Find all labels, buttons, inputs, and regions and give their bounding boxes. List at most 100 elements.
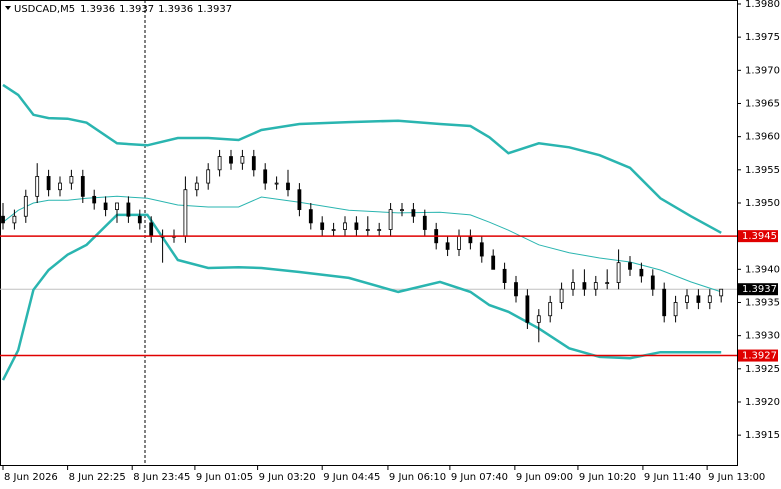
- y-tick-label: 1.3950: [745, 198, 780, 209]
- header-price: 1.3937: [119, 4, 154, 15]
- candle-body: [422, 215, 427, 230]
- candle-body: [331, 229, 336, 231]
- level-label-box: [738, 349, 778, 362]
- x-tick-label: 9 Jun 06:10: [389, 472, 446, 483]
- y-tick-label: 1.3925: [745, 364, 780, 375]
- candle-body: [217, 156, 222, 171]
- candle-body: [548, 302, 553, 317]
- candle-body: [491, 255, 496, 270]
- x-tick-label: 9 Jun 07:40: [451, 472, 508, 483]
- candle-body: [525, 295, 530, 323]
- x-tick-label: 9 Jun 03:20: [259, 472, 316, 483]
- candle-body: [206, 169, 211, 184]
- candle-body: [92, 195, 97, 204]
- header: USDCAD,M5 1.3936 1.3937 1.3936 1.3937: [14, 4, 232, 15]
- candle-body: [468, 235, 473, 244]
- current-price-label: 1.3937: [742, 284, 777, 295]
- candle-body: [559, 288, 564, 303]
- candle-body: [115, 202, 119, 211]
- candle-body: [616, 262, 621, 283]
- band-line: [2, 195, 722, 293]
- y-tick-label: 1.3920: [745, 397, 780, 408]
- candle-body: [1, 215, 5, 224]
- x-tick-label: 9 Jun 09:00: [516, 472, 573, 483]
- candle-body: [69, 176, 74, 184]
- x-tick-label: 9 Jun 01:05: [196, 472, 253, 483]
- level-label: 1.3945: [742, 231, 777, 242]
- x-tick-label: 9 Jun 10:20: [579, 472, 636, 483]
- plot-frame: [0, 0, 738, 466]
- candle-body: [286, 182, 290, 191]
- candle-body: [251, 156, 256, 171]
- candle-body: [502, 268, 507, 283]
- y-tick-label: 1.3935: [745, 297, 780, 308]
- y-tick-label: 1.3970: [745, 65, 780, 76]
- candle-body: [365, 229, 370, 231]
- candle-body: [707, 295, 712, 303]
- candle-body: [673, 302, 678, 317]
- candle-body: [46, 176, 51, 191]
- candle-body: [650, 275, 655, 290]
- y-tick-label: 1.3930: [745, 331, 780, 342]
- candle-body: [639, 268, 644, 277]
- candle-body: [274, 182, 279, 185]
- y-tick-label: 1.3940: [745, 264, 780, 275]
- x-tick-label: 9 Jun 04:45: [323, 472, 380, 483]
- y-tick-label: 1.3955: [745, 165, 780, 176]
- candle-body: [35, 176, 40, 197]
- candle-body: [297, 189, 302, 211]
- candle-body: [23, 195, 28, 217]
- candle-body: [183, 189, 188, 237]
- x-tick-label: 9 Jun 11:40: [644, 472, 701, 483]
- candle-body: [377, 229, 382, 231]
- candle-body: [605, 282, 610, 284]
- candle-body: [240, 156, 245, 164]
- candle-body: [194, 182, 199, 191]
- candle-body: [137, 215, 142, 224]
- candle-body: [80, 176, 85, 197]
- symbol: USDCAD,M5: [14, 4, 75, 15]
- symbol-arrow: [5, 6, 11, 10]
- candle-body: [126, 202, 131, 217]
- candle-body: [343, 222, 347, 230]
- candle-body: [354, 222, 359, 230]
- candle-body: [411, 209, 416, 217]
- candle-body: [445, 242, 450, 250]
- candle-body: [593, 282, 598, 290]
- header-price: 1.3936: [80, 4, 115, 15]
- y-tick-label: 1.3960: [745, 132, 780, 143]
- x-tick-label: 8 Jun 2026: [4, 472, 58, 483]
- candle-body: [400, 209, 404, 212]
- y-tick-label: 1.3965: [745, 98, 780, 109]
- candle-body: [320, 222, 325, 230]
- x-tick-label: 8 Jun 23:45: [133, 472, 190, 483]
- candle-body: [536, 315, 541, 323]
- current-price-box: [738, 283, 778, 296]
- y-tick-label: 1.3975: [745, 32, 780, 43]
- candle-body: [719, 288, 724, 297]
- candle-body: [662, 288, 667, 317]
- header-price: 1.3936: [158, 4, 193, 15]
- candle-body: [696, 295, 701, 303]
- y-tick-label: 1.3980: [745, 0, 780, 10]
- candle-body: [58, 182, 62, 191]
- candle-body: [388, 209, 393, 230]
- x-tick-label: 9 Jun 13:00: [708, 472, 765, 483]
- candle-body: [457, 235, 461, 250]
- level-label: 1.3927: [742, 351, 777, 362]
- candle-body: [12, 215, 17, 224]
- candle-body: [628, 262, 632, 270]
- candle-body: [685, 295, 689, 303]
- x-tick-label: 8 Jun 22:25: [69, 472, 126, 483]
- candle-body: [149, 222, 154, 237]
- candle-body: [479, 242, 484, 257]
- candle-body: [103, 202, 108, 211]
- band-line: [2, 83, 722, 234]
- candle-body: [308, 209, 313, 224]
- y-tick-label: 1.3915: [745, 430, 780, 441]
- level-label-box: [738, 230, 778, 243]
